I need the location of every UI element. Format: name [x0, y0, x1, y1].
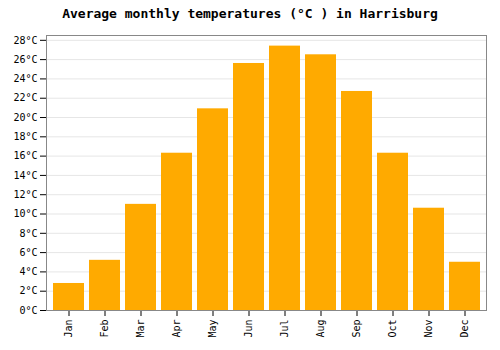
svg-text:0°C: 0°C: [19, 305, 37, 316]
svg-text:Sep: Sep: [351, 320, 362, 338]
svg-text:Nov: Nov: [423, 320, 434, 338]
svg-text:16°C: 16°C: [13, 150, 37, 161]
svg-text:Jun: Jun: [243, 320, 254, 338]
svg-text:20°C: 20°C: [13, 112, 37, 123]
svg-text:Aug: Aug: [315, 320, 326, 338]
svg-text:2°C: 2°C: [19, 285, 37, 296]
svg-text:22°C: 22°C: [13, 92, 37, 103]
svg-text:6°C: 6°C: [19, 247, 37, 258]
svg-text:24°C: 24°C: [13, 73, 37, 84]
svg-text:Apr: Apr: [171, 320, 182, 338]
svg-text:Jan: Jan: [63, 320, 74, 338]
svg-text:4°C: 4°C: [19, 266, 37, 277]
svg-text:26°C: 26°C: [13, 54, 37, 65]
svg-text:28°C: 28°C: [13, 35, 37, 46]
svg-text:Oct: Oct: [387, 320, 398, 338]
svg-text:May: May: [207, 320, 218, 338]
svg-text:14°C: 14°C: [13, 170, 37, 181]
svg-text:18°C: 18°C: [13, 131, 37, 142]
svg-text:Dec: Dec: [459, 320, 470, 338]
svg-text:Feb: Feb: [99, 320, 110, 338]
svg-text:12°C: 12°C: [13, 189, 37, 200]
svg-text:Mar: Mar: [135, 320, 146, 338]
html-text:Average monthly temperatures (: Average monthly temperatures (°C ) in Ha…: [62, 6, 438, 21]
svg-text:Jul: Jul: [279, 320, 290, 338]
svg-text:8°C: 8°C: [19, 228, 37, 239]
svg-text:10°C: 10°C: [13, 208, 37, 219]
